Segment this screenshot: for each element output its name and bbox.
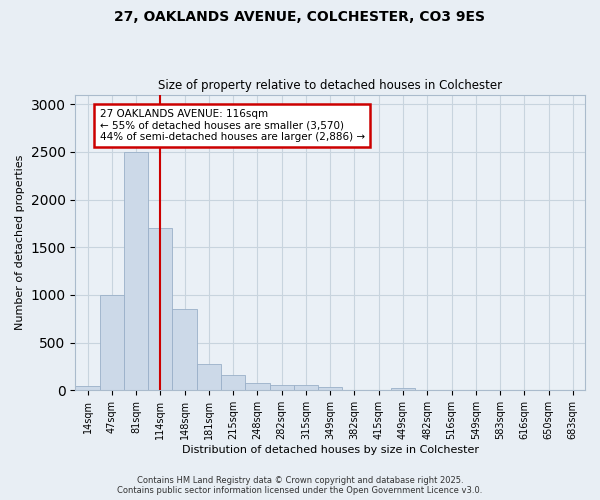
Text: Contains HM Land Registry data © Crown copyright and database right 2025.
Contai: Contains HM Land Registry data © Crown c… [118, 476, 482, 495]
Title: Size of property relative to detached houses in Colchester: Size of property relative to detached ho… [158, 79, 502, 92]
X-axis label: Distribution of detached houses by size in Colchester: Distribution of detached houses by size … [182, 445, 479, 455]
Bar [245, 383, 269, 390]
Bar [124, 152, 148, 390]
Y-axis label: Number of detached properties: Number of detached properties [15, 155, 25, 330]
Bar [294, 385, 318, 390]
Bar [172, 309, 197, 390]
Bar [76, 386, 100, 390]
Bar [391, 388, 415, 390]
Bar [100, 295, 124, 390]
Bar [197, 364, 221, 390]
Text: 27, OAKLANDS AVENUE, COLCHESTER, CO3 9ES: 27, OAKLANDS AVENUE, COLCHESTER, CO3 9ES [115, 10, 485, 24]
Bar [221, 375, 245, 390]
Bar [148, 228, 172, 390]
Bar [269, 385, 294, 390]
Bar [318, 388, 343, 390]
Text: 27 OAKLANDS AVENUE: 116sqm
← 55% of detached houses are smaller (3,570)
44% of s: 27 OAKLANDS AVENUE: 116sqm ← 55% of deta… [100, 109, 365, 142]
